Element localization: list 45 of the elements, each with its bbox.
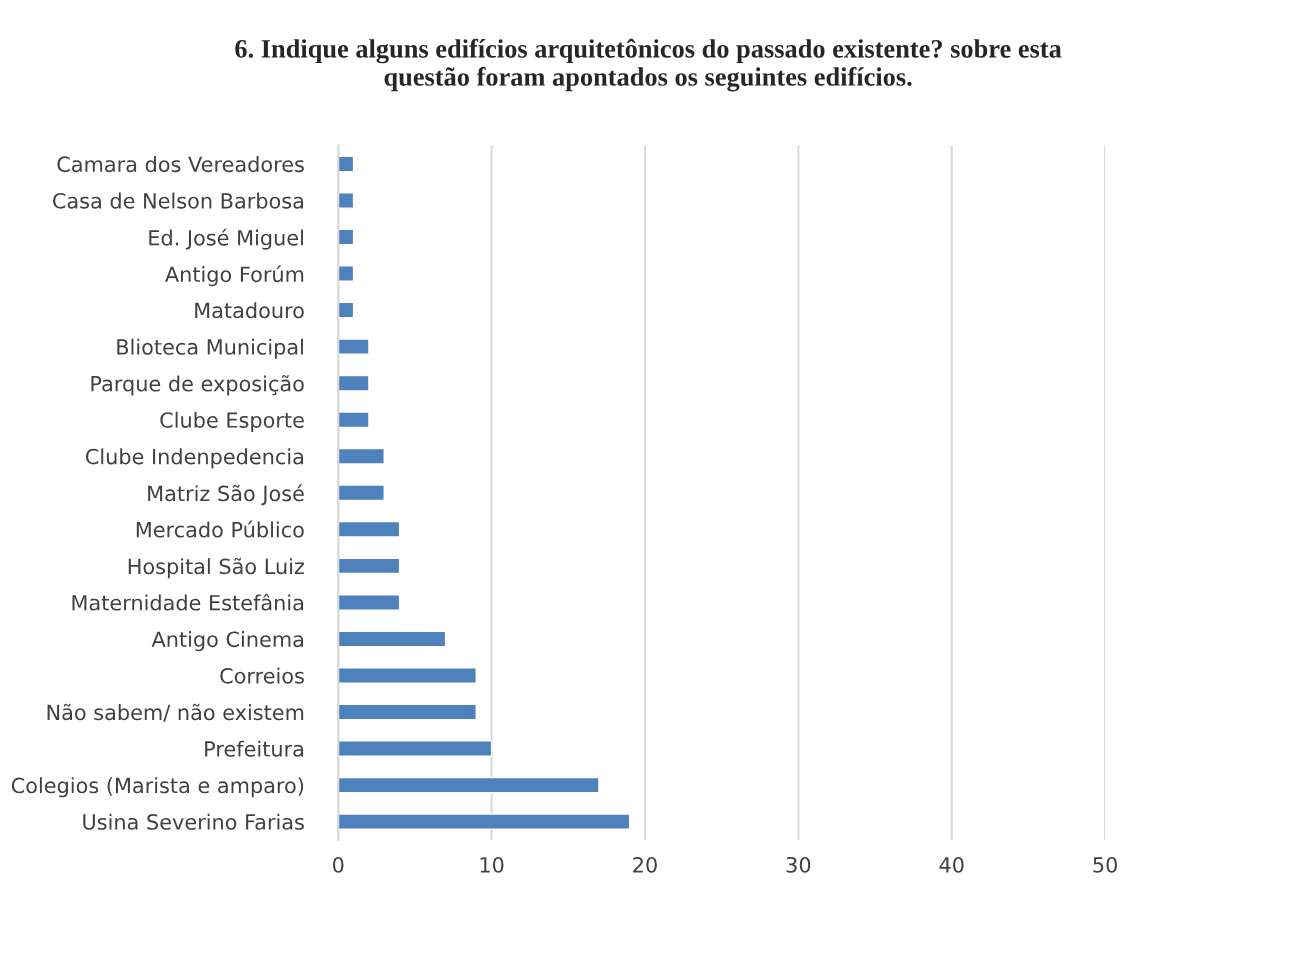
- bar: [338, 447, 385, 465]
- bar: [338, 557, 401, 575]
- bar: [338, 667, 477, 684]
- y-tick-label: Antigo Cinema: [151, 631, 304, 652]
- y-tick-label: Parque de exposição: [91, 375, 304, 396]
- x-tick-label: 0: [332, 856, 344, 873]
- y-tick-label: Correios: [220, 667, 304, 684]
- x-tick-label: 40: [939, 856, 964, 873]
- y-tick-label: Clube Esporte: [160, 411, 304, 432]
- y-tick-label: Blioteca Municipal: [117, 338, 303, 359]
- bar: [338, 740, 493, 757]
- y-tick-label: Antigo Forúm: [165, 265, 304, 287]
- y-tick-label: Matadouro: [195, 302, 304, 319]
- bar: [338, 338, 370, 355]
- y-tick-label: Casa de Nelson Barbosa: [53, 192, 304, 209]
- y-tick-label: Não sabem/ não existem: [47, 703, 304, 722]
- bar: [338, 301, 355, 319]
- bar: [338, 594, 401, 611]
- y-tick-label: Colegios (Marista e amparo): [11, 777, 304, 798]
- bar: [338, 228, 355, 246]
- bar: [338, 155, 355, 173]
- y-tick-label: Matriz São José: [148, 484, 304, 506]
- x-tick-label: 20: [633, 856, 657, 873]
- y-tick-label: Mercado Público: [136, 520, 304, 538]
- bar: [338, 813, 631, 831]
- bar: [338, 265, 355, 282]
- y-tick-label: Hospital São Luiz: [128, 557, 305, 579]
- bar: [338, 776, 600, 794]
- chart-title: 6. Indique alguns edifícios arquitetônicos do passado existente? sobre esta questão foram apontados os seguintes edifícios.: [235, 38, 1062, 92]
- y-tick-label: Maternidade Estefânia: [72, 593, 304, 611]
- y-tick-label: Ed. José Miguel: [149, 228, 303, 250]
- x-tick-label: 50: [1093, 856, 1117, 873]
- bar: [338, 411, 370, 429]
- bar: [338, 484, 385, 502]
- bar: [338, 192, 355, 209]
- y-tick-label: Usina Severino Farias: [83, 813, 304, 830]
- bar: [338, 630, 447, 648]
- bar: [338, 374, 370, 392]
- y-tick-label: Prefeitura: [205, 740, 304, 757]
- y-tick-label: Camara dos Vereadores: [57, 156, 304, 173]
- y-tick-label: Clube Indenpedencia: [85, 448, 304, 469]
- bar: [338, 703, 477, 721]
- x-tick-label: 30: [786, 856, 811, 873]
- bar: [338, 520, 401, 538]
- x-tick-label: 10: [480, 856, 504, 873]
